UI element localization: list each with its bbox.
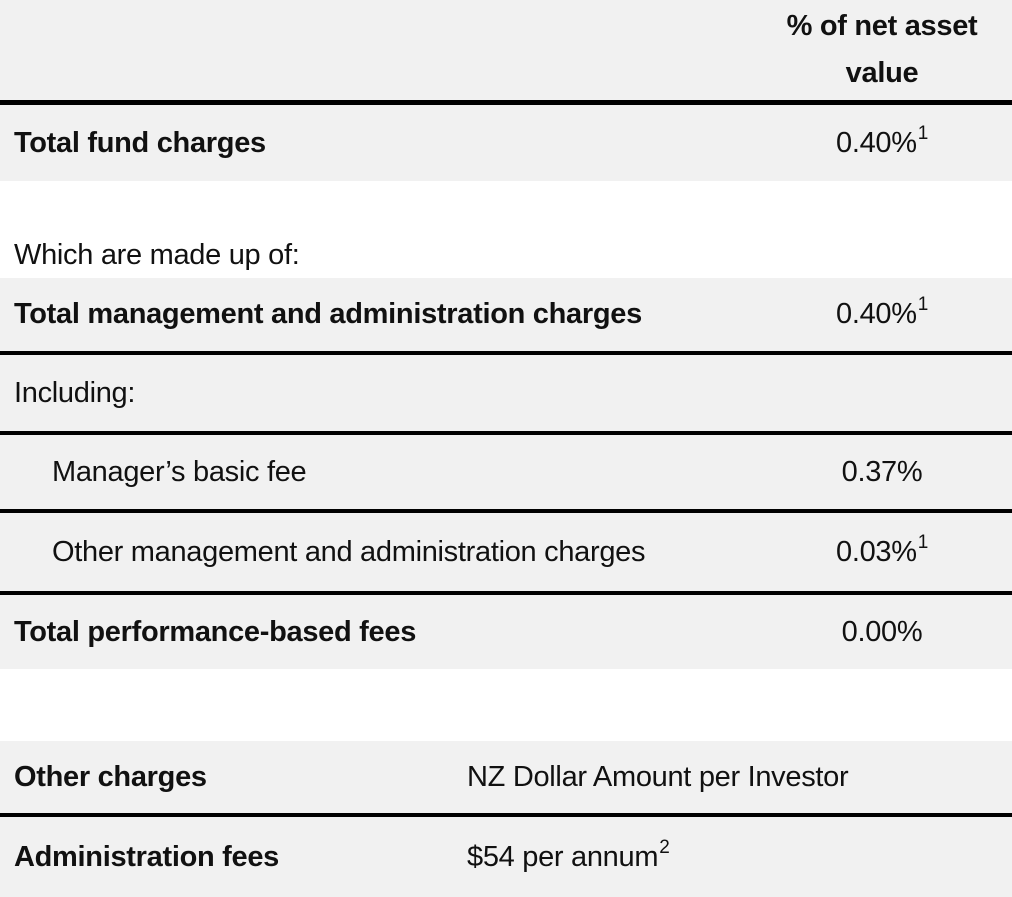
row-value-number: 0.00% [841, 615, 923, 648]
footnote-superscript: 1 [917, 122, 929, 144]
row-value-number: 0.40% [835, 126, 917, 159]
table-row-managers-basic-fee: Manager’s basic fee 0.37% [0, 435, 1012, 513]
row-value: 0.37% [766, 456, 998, 489]
table-row-total-management-charges: Total management and administration char… [0, 278, 1012, 355]
section-spacer [0, 669, 1012, 741]
row-value-text: $54 per annum [467, 840, 659, 873]
fees-table-header-row: % of net asset value [0, 0, 1012, 105]
row-label: Other charges [14, 760, 207, 793]
row-value-number: 0.03% [835, 535, 917, 568]
table-row-total-fund-charges: Total fund charges 0.40%1 [0, 105, 1012, 181]
row-label: Total performance-based fees [14, 615, 417, 648]
interstitial-note-block: Which are made up of: [0, 181, 1012, 278]
footnote-superscript: 1 [917, 294, 929, 315]
interstitial-note: Which are made up of: [14, 239, 300, 271]
table-row-including: Including: [0, 355, 1012, 435]
row-value: 0.40%1 [766, 294, 998, 331]
row-label: Manager’s basic fee [52, 455, 307, 488]
other-charges-header-row: Other charges NZ Dollar Amount per Inves… [0, 741, 1012, 817]
row-label: Total management and administration char… [14, 298, 642, 330]
row-label: Including: [14, 376, 136, 409]
row-label: Other management and administration char… [52, 535, 646, 568]
row-value-number: 0.37% [841, 455, 923, 488]
row-value-number: 0.40% [835, 298, 917, 330]
row-value: $54 per annum2 [467, 837, 998, 874]
row-label: Administration fees [14, 840, 280, 873]
value-column-header: % of net asset value [766, 3, 998, 97]
row-label: Total fund charges [14, 126, 266, 159]
footnote-superscript: 2 [659, 836, 670, 858]
row-value: 0.03%1 [766, 532, 998, 569]
footnote-superscript: 1 [917, 531, 929, 553]
fees-table: % of net asset value Total fund charges … [0, 0, 1012, 669]
value-column-header-line2: value [845, 57, 919, 89]
other-charges-table: Other charges NZ Dollar Amount per Inves… [0, 741, 1012, 897]
row-value: NZ Dollar Amount per Investor [467, 760, 849, 793]
table-row-total-performance-fees: Total performance-based fees 0.00% [0, 595, 1012, 669]
table-row-administration-fees: Administration fees $54 per annum2 [0, 817, 1012, 897]
value-column-header-line1: % of net asset [786, 10, 978, 42]
row-value: 0.40%1 [766, 123, 998, 160]
table-row-other-management-charges: Other management and administration char… [0, 513, 1012, 595]
row-value: 0.00% [766, 616, 998, 649]
